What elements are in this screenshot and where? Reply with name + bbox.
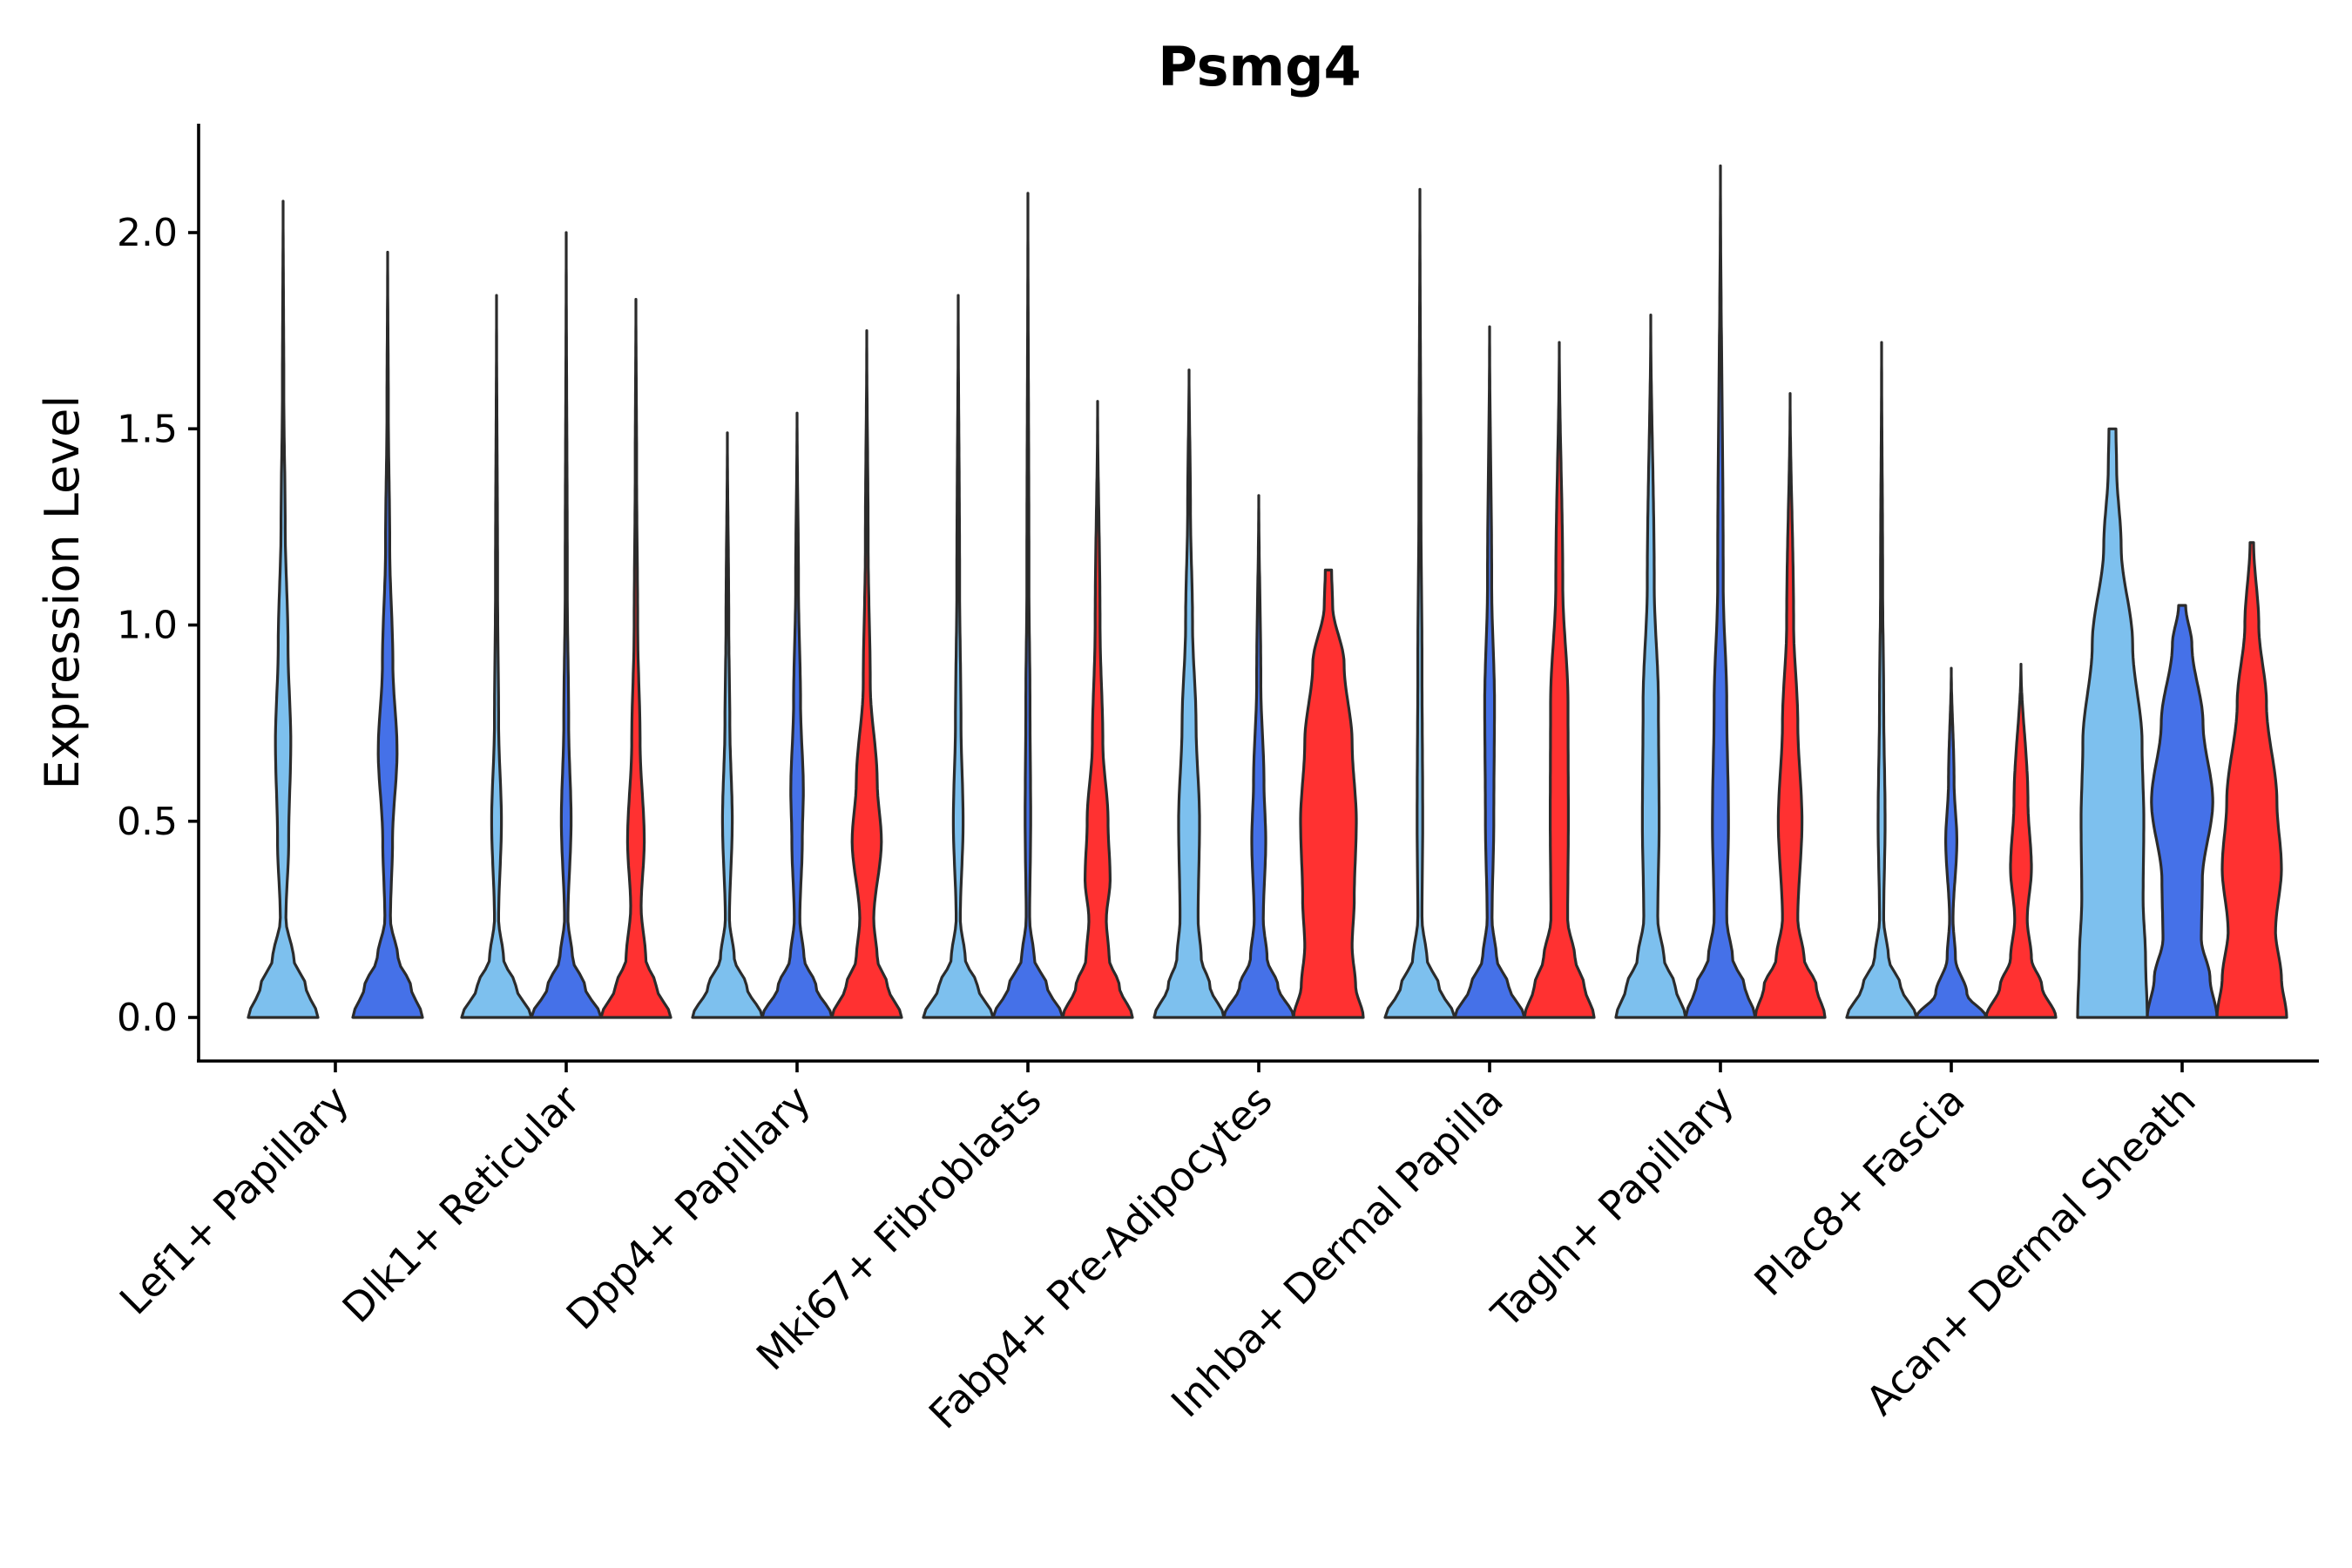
y-axis-label: Expression Level [35,395,90,790]
chart-title: Psmg4 [1158,35,1361,98]
violin-9-group-2 [2146,604,2219,1019]
y-tick-label: 1.0 [117,604,178,648]
violins-layer [247,164,2288,1019]
violin-6-group-3 [1523,341,1596,1019]
x-tick-label: Dlk1+ Reticular [334,1077,589,1332]
violin-2-group-1 [460,294,533,1019]
violin-2-group-2 [530,231,603,1019]
y-tick-label: 2.0 [117,211,178,255]
violin-1-group-1 [247,199,320,1019]
violin-1-group-2 [351,250,424,1019]
y-ticks: 0.0 0.5 1.0 1.5 2.0 [117,211,199,1040]
violin-3-group-3 [830,329,903,1019]
violin-8-group-1 [1845,341,1918,1019]
violin-4-group-2 [991,192,1064,1019]
violin-8-group-3 [1984,662,2058,1019]
violin-6-group-1 [1383,187,1456,1019]
violin-5-group-3 [1292,568,1365,1019]
violin-7-group-1 [1614,314,1687,1019]
x-tick-label: Lef1+ Papillary [111,1077,358,1324]
violin-5-group-1 [1152,368,1226,1019]
violin-9-group-3 [2215,541,2288,1019]
x-tick-label: Dpp4+ Papillary [558,1077,820,1339]
violin-4-group-1 [922,294,995,1019]
violin-3-group-1 [691,431,764,1019]
y-tick-label: 0.0 [117,996,178,1040]
violin-9-group-1 [2076,427,2149,1019]
y-tick-label: 0.5 [117,800,178,844]
violin-8-group-2 [1915,666,1988,1019]
violin-3-group-2 [760,411,834,1019]
violin-4-group-3 [1061,400,1134,1019]
violin-2-group-3 [599,298,672,1019]
violin-7-group-3 [1754,392,1827,1019]
x-tick-label: Plac8+ Fascia [1745,1077,1973,1305]
violin-5-group-2 [1222,494,1295,1019]
violin-7-group-2 [1684,164,1757,1019]
y-tick-label: 1.5 [117,407,178,451]
x-tick-label: Tagln+ Papillary [1482,1077,1743,1338]
violin-6-group-2 [1453,325,1526,1019]
